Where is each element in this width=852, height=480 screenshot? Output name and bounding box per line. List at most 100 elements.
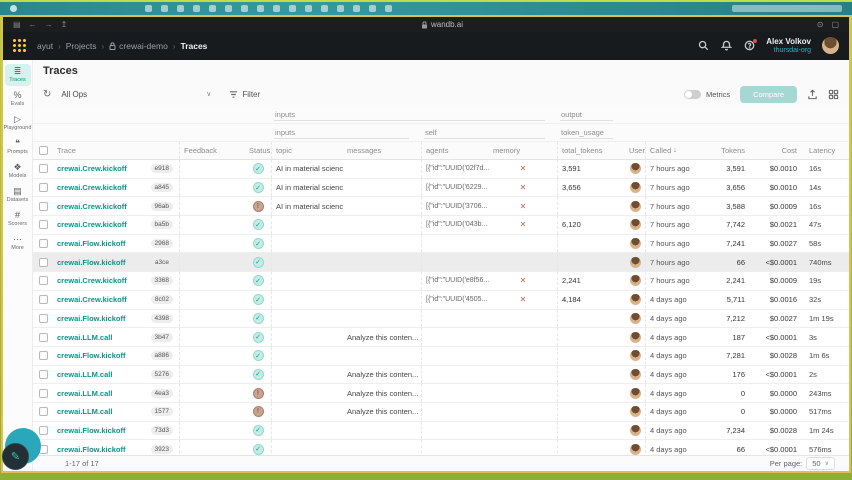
select-all-checkbox[interactable] [38, 146, 48, 155]
trace-op-link[interactable]: crewai.Crew.kickoff [57, 183, 127, 193]
columns-settings-icon[interactable] [828, 89, 839, 100]
breadcrumb-project[interactable]: crewai-demo [109, 41, 168, 51]
row-checkbox[interactable] [38, 220, 48, 230]
trace-op-link[interactable]: crewai.Crew.kickoff [57, 276, 127, 286]
row-checkbox[interactable] [38, 201, 48, 211]
wandb-logo-icon[interactable] [13, 39, 29, 53]
trace-op-link[interactable]: crewai.Flow.kickoff [57, 313, 126, 323]
table-row[interactable]: crewai.Flow.kickoff 3923 ✓ 4 days ago 66 <$0.… [33, 440, 849, 455]
trace-op-link[interactable]: crewai.Crew.kickoff [57, 220, 127, 230]
table-row[interactable]: crewai.Flow.kickoff 2968 ✓ 7 hours ago 7,241… [33, 234, 849, 254]
breadcrumb-projects[interactable]: Projects [65, 41, 97, 51]
forward-icon[interactable]: → [44, 20, 53, 29]
trace-op-link[interactable]: crewai.Flow.kickoff [57, 239, 126, 249]
sidebar-item-more[interactable]: ⋯ More [5, 232, 31, 254]
table-row[interactable]: crewai.Flow.kickoff 73d3 ✓ 4 days ago 7,234 $… [33, 421, 849, 441]
trace-op-link[interactable]: crewai.Flow.kickoff [57, 351, 126, 361]
sidebar-item-scorers[interactable]: # Scorers [5, 208, 31, 230]
search-icon[interactable] [697, 40, 709, 52]
row-checkbox[interactable] [38, 164, 48, 174]
trace-op-link[interactable]: crewai.LLM.call [57, 388, 113, 398]
trace-op-link[interactable]: crewai.LLM.call [57, 369, 113, 379]
column-header-topic[interactable]: topic [271, 142, 343, 159]
column-header-status[interactable]: Status [249, 146, 271, 155]
compare-button[interactable]: Compare [740, 85, 797, 103]
table-row[interactable]: crewai.LLM.call 1577! Analyze this conten.… [33, 402, 849, 422]
table-row[interactable]: crewai.Crew.kickoff a845 ✓ AI in material s… [33, 178, 849, 198]
sidebar-item-traces[interactable]: ≣ Traces [4, 64, 31, 86]
group-header-token-usage[interactable]: token_usage [557, 124, 625, 141]
help-icon[interactable] [743, 38, 758, 52]
table-row[interactable]: crewai.Crew.kickoff 96ab! AI in material s… [33, 197, 849, 217]
table-row[interactable]: crewai.Crew.kickoff e918 ✓ AI in material s… [33, 160, 849, 179]
column-header-total-tokens[interactable]: total_tokens [557, 142, 625, 159]
table-row[interactable]: crewai.LLM.call 4ea3! Analyze this conten.… [33, 384, 849, 403]
trace-op-link[interactable]: crewai.Crew.kickoff [57, 164, 127, 174]
row-checkbox[interactable] [38, 369, 48, 379]
column-header-tokens[interactable]: Tokens [721, 146, 745, 155]
row-checkbox[interactable] [38, 407, 48, 417]
table-row[interactable]: crewai.Crew.kickoff ba5b ✓ [{"id":"UUID('04… [33, 216, 849, 235]
group-header-self[interactable]: self [421, 124, 557, 141]
row-checkbox[interactable] [38, 313, 48, 323]
apple-menu-icon[interactable] [10, 5, 17, 12]
profile-icon[interactable]: ⊙ [816, 20, 824, 29]
group-header-inputs-inputs[interactable]: inputs [271, 124, 421, 141]
row-checkbox[interactable] [38, 332, 48, 342]
share-icon[interactable]: ↥ [60, 20, 68, 29]
table-row[interactable]: crewai.Flow.kickoff a886 ✓ 4 days ago 7,281 $… [33, 346, 849, 366]
table-row[interactable]: crewai.Crew.kickoff 3368 ✓ [{"id":"UUID('e8… [33, 272, 849, 291]
row-checkbox[interactable] [38, 425, 48, 435]
column-header-agents[interactable]: agents [421, 142, 489, 159]
sidebar-item-playground[interactable]: ▷ Playground [4, 112, 32, 134]
row-checkbox[interactable] [38, 239, 48, 249]
sidebar-item-datasets[interactable]: ▤ Datasets [5, 184, 31, 206]
group-header-output[interactable]: output [557, 106, 625, 123]
ops-selector[interactable]: All Ops ∨ [61, 90, 211, 99]
row-checkbox[interactable] [38, 257, 48, 267]
row-checkbox[interactable] [38, 183, 48, 193]
trace-op-link[interactable]: crewai.Flow.kickoff [57, 444, 126, 454]
sidebar-item-evals[interactable]: % Evals [5, 88, 31, 110]
sidebar-toggle-icon[interactable]: ▤ [13, 20, 21, 29]
trace-op-link[interactable]: crewai.LLM.call [57, 407, 113, 417]
column-header-user[interactable]: User [629, 146, 645, 155]
trace-op-link[interactable]: crewai.LLM.call [57, 332, 113, 342]
column-header-latency[interactable]: Latency [809, 146, 836, 155]
column-header-messages[interactable]: messages [347, 146, 382, 155]
table-row[interactable]: crewai.LLM.call 5276 ✓ Analyze this conten.… [33, 365, 849, 385]
export-icon[interactable] [807, 89, 818, 100]
row-checkbox[interactable] [38, 276, 48, 286]
sort-desc-icon[interactable]: ↓ [673, 147, 677, 154]
filter-button[interactable]: Filter [229, 90, 260, 99]
back-icon[interactable]: ← [28, 20, 37, 29]
user-avatar[interactable] [822, 37, 839, 55]
group-header-inputs[interactable]: inputs [271, 106, 557, 123]
column-header-called[interactable]: Called ↓ [645, 142, 703, 159]
bell-icon[interactable] [720, 40, 732, 52]
trace-op-link[interactable]: crewai.Crew.kickoff [57, 201, 127, 211]
sidebar-item-prompts[interactable]: ❝ Prompts [5, 136, 31, 158]
column-header-trace[interactable]: Trace [57, 146, 76, 155]
user-info[interactable]: Alex Volkov thursdai-org [766, 37, 811, 54]
column-header-cost[interactable]: Cost [781, 146, 797, 155]
table-row[interactable]: crewai.LLM.call 3b47 ✓ Analyze this conten.… [33, 328, 849, 347]
metrics-toggle[interactable] [683, 89, 701, 99]
trace-op-link[interactable]: crewai.Flow.kickoff [57, 257, 126, 267]
address-bar[interactable]: wandb.ai [421, 20, 463, 29]
row-checkbox[interactable] [38, 351, 48, 361]
sidebar-item-models[interactable]: ❖ Models [5, 160, 31, 182]
refresh-icon[interactable]: ↻ [43, 88, 52, 100]
table-row[interactable]: crewai.Crew.kickoff 8c02 ✓ [{"id":"UUID('45… [33, 290, 849, 310]
table-row[interactable]: crewai.Flow.kickoff 4398 ✓ 4 days ago 7,212 $… [33, 309, 849, 329]
row-checkbox[interactable] [38, 295, 48, 305]
per-page-select[interactable]: 50 ∨ [806, 457, 835, 470]
table-row[interactable]: crewai.Flow.kickoff a3ce ✓ 7 hours ago 66 <$0… [33, 253, 849, 273]
trace-op-link[interactable]: crewai.Crew.kickoff [57, 295, 127, 305]
tabs-icon[interactable]: ▢ [831, 20, 839, 29]
trace-op-link[interactable]: crewai.Flow.kickoff [57, 425, 126, 435]
column-header-feedback[interactable]: Feedback [179, 142, 245, 159]
breadcrumb-entity[interactable]: ayut [37, 41, 54, 51]
row-checkbox[interactable] [38, 388, 48, 398]
column-header-memory[interactable]: memory [493, 146, 521, 155]
